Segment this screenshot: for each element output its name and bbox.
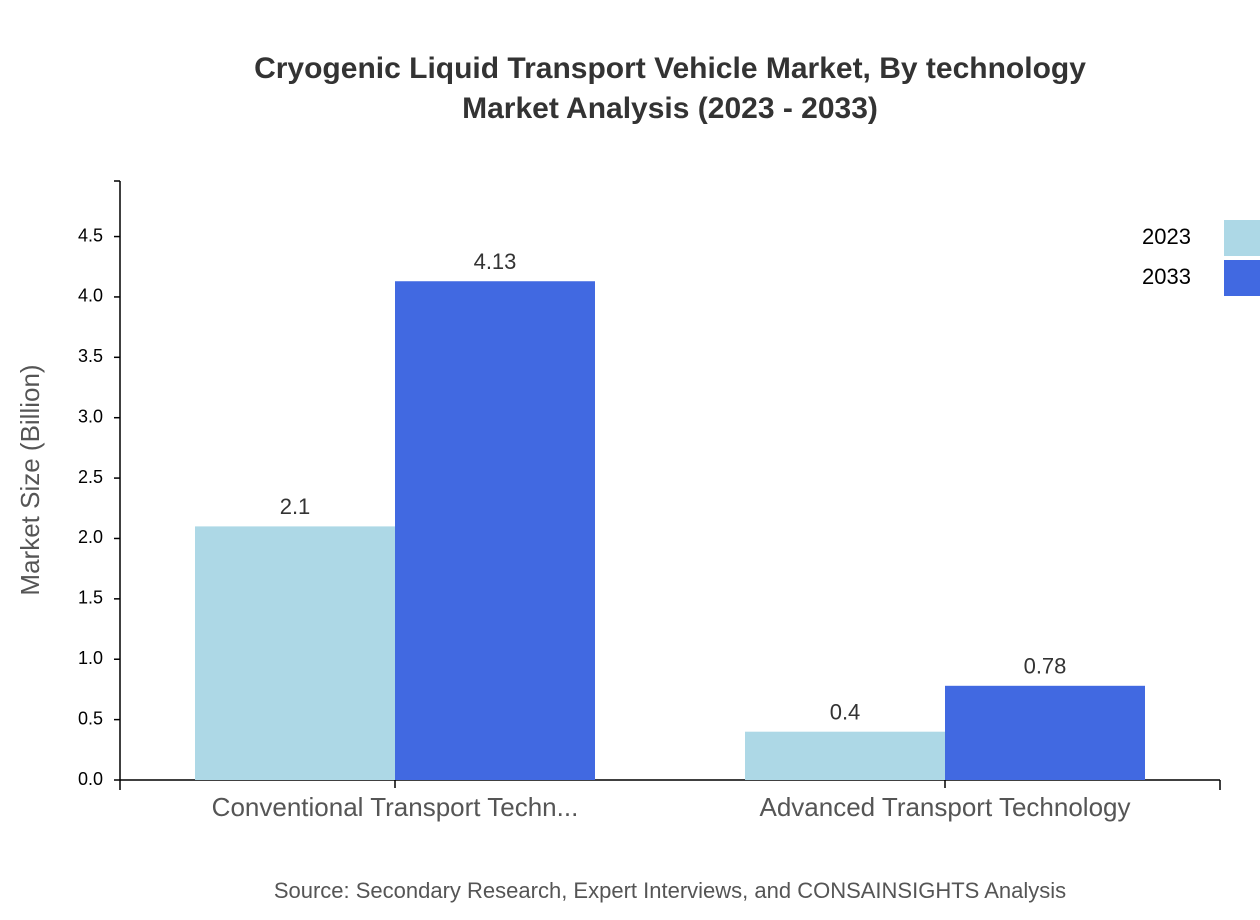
chart-title: Cryogenic Liquid Transport Vehicle Marke…: [254, 52, 1086, 85]
y-tick-label: 2.0: [78, 527, 103, 547]
bar: [945, 685, 1145, 780]
y-tick-label: 4.5: [78, 225, 103, 245]
y-tick-label: 3.5: [78, 346, 103, 366]
y-tick-label: 1.0: [78, 648, 103, 668]
legend-swatch: [1224, 220, 1260, 256]
value-label: 2.1: [280, 494, 311, 519]
y-tick-label: 2.5: [78, 467, 103, 487]
y-tick-label: 0.0: [78, 769, 103, 789]
y-tick-label: 1.5: [78, 588, 103, 608]
chart-subtitle: Market Analysis (2023 - 2033): [462, 92, 878, 125]
value-label: 0.4: [830, 700, 861, 725]
x-tick-label: Conventional Transport Techn...: [212, 792, 579, 822]
legend-swatch: [1224, 260, 1260, 296]
value-label: 4.13: [474, 249, 517, 274]
y-tick-label: 0.5: [78, 708, 103, 728]
bar: [395, 281, 595, 780]
value-label: 0.78: [1024, 654, 1067, 679]
bar: [745, 731, 945, 780]
y-axis-label: Market Size (Billion): [15, 364, 45, 595]
source-note: Source: Secondary Research, Expert Inter…: [274, 878, 1066, 903]
y-tick-label: 4.0: [78, 286, 103, 306]
x-tick-label: Advanced Transport Technology: [760, 792, 1131, 822]
bar: [195, 526, 395, 780]
legend-label: 2023: [1142, 224, 1191, 249]
legend-label: 2033: [1142, 264, 1191, 289]
y-tick-label: 3.0: [78, 406, 103, 426]
